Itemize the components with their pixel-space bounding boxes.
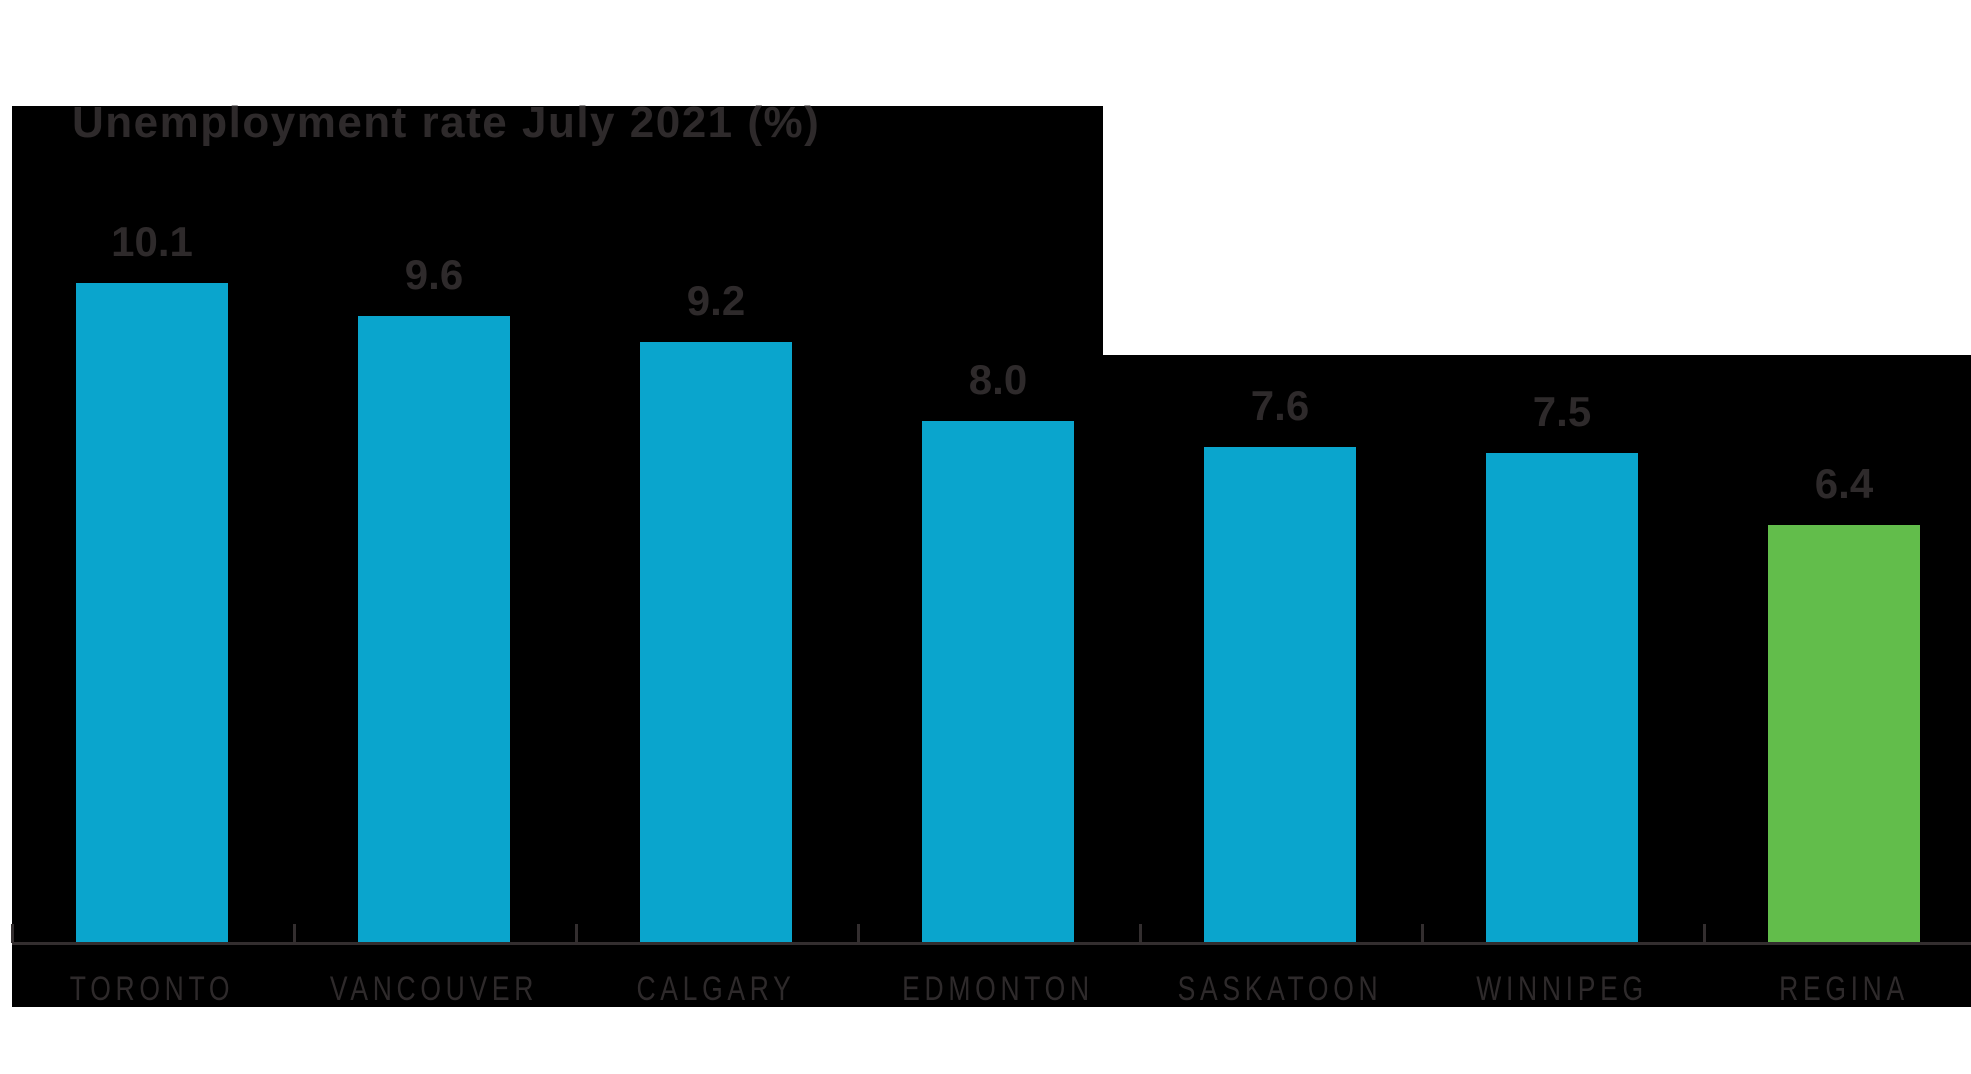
x-axis-label-saskatoon: SASKATOON [1177,970,1383,1008]
bar-value-label-regina: 6.4 [1814,460,1874,507]
bar-toronto [76,283,228,943]
x-axis-line [12,942,1971,945]
x-axis-tick [293,924,296,943]
x-axis-label-calgary: CALGARY [636,970,796,1008]
x-axis-tick [1703,924,1706,943]
x-axis-tick [575,924,578,943]
bar-value-label-saskatoon: 7.6 [1250,382,1310,429]
bar-regina [1768,525,1920,943]
x-axis-label-toronto: TORONTO [69,970,235,1008]
bar-value-label-calgary: 9.2 [686,277,746,324]
bar-value-label-winnipeg: 7.5 [1532,388,1592,435]
bar-value-label-toronto: 10.1 [111,218,193,265]
x-axis-tick [1421,924,1424,943]
bar-edmonton [922,421,1074,943]
x-axis-tick [857,924,860,943]
chart-title: Unemployment rate July 2021 (%) [72,98,821,147]
x-axis-label-vancouver: VANCOUVER [329,970,539,1008]
bar-value-label-vancouver: 9.6 [404,251,464,298]
x-axis-tick [11,924,14,943]
x-axis-label-winnipeg: WINNIPEG [1476,970,1648,1008]
x-axis-label-edmonton: EDMONTON [902,970,1094,1008]
x-axis-tick [1139,924,1142,943]
bar-saskatoon [1204,447,1356,943]
x-axis-label-regina: REGINA [1779,970,1909,1008]
bar-vancouver [358,316,510,943]
bar-calgary [640,342,792,943]
bar-value-label-edmonton: 8.0 [968,356,1028,403]
bar-winnipeg [1486,453,1638,943]
